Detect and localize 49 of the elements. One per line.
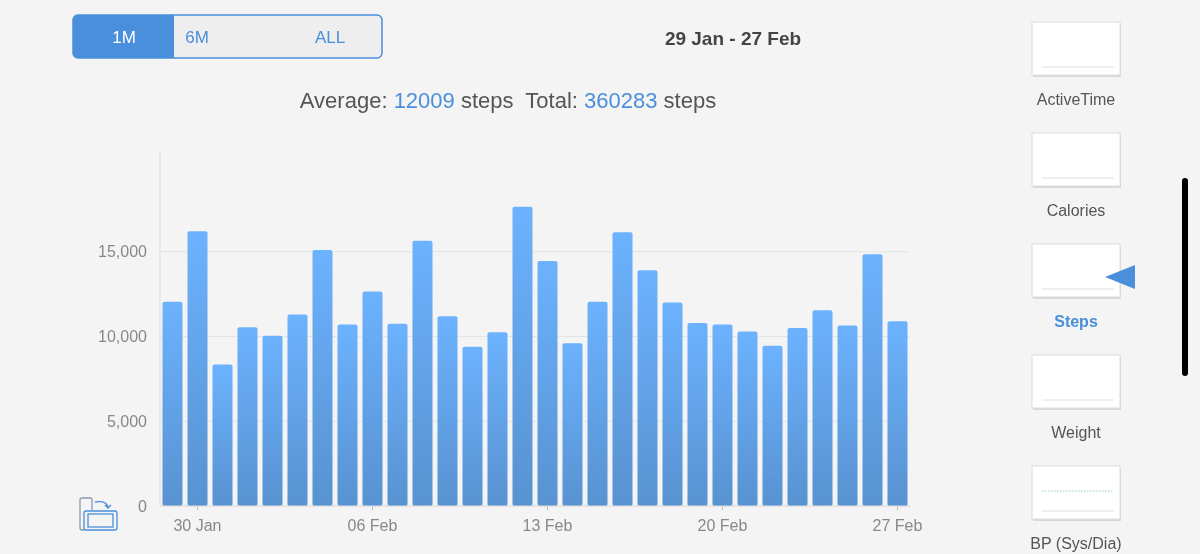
bar: [412, 240, 433, 506]
bar: [787, 328, 808, 506]
text: ActiveTime: [1036, 91, 1116, 108]
bar: [362, 291, 383, 506]
y-tick-label: 15,000: [98, 243, 148, 261]
bar: [337, 324, 358, 506]
bar: [612, 232, 633, 506]
bar: [712, 324, 733, 506]
x-tick-label: 27 Feb: [872, 517, 923, 534]
bar: [262, 335, 283, 506]
bar: [837, 325, 858, 506]
bar: [387, 323, 408, 506]
bar: [187, 231, 208, 506]
bar: [887, 321, 908, 506]
y-tick-label: 0: [138, 497, 148, 515]
bar: [637, 270, 658, 506]
chart-title: 29 Jan - 27 Feb: [664, 28, 802, 49]
x-tick-label: 30 Jan: [173, 517, 222, 534]
text: BP (Sys/Dia): [1030, 535, 1122, 552]
bar: [462, 346, 483, 506]
chart-subtitle: Average: 12009 steps Total: 360283 steps: [299, 88, 717, 113]
bar: [862, 254, 883, 506]
bar: [287, 314, 308, 506]
bar: [537, 261, 558, 506]
bar: [687, 322, 708, 506]
x-tick-label: 13 Feb: [522, 517, 573, 534]
bar: [512, 206, 533, 506]
text: 6M: [185, 28, 209, 47]
text: 1M: [112, 28, 136, 47]
bar: [812, 310, 833, 506]
text: Steps: [1054, 313, 1098, 330]
bar: [562, 343, 583, 506]
x-tick-label: 06 Feb: [347, 517, 398, 534]
bar: [737, 331, 758, 506]
bar: [212, 364, 233, 506]
text: Calories: [1046, 202, 1106, 219]
y-tick-label: 10,000: [98, 328, 148, 346]
y-tick-label: 5,000: [106, 412, 148, 430]
bar: [587, 301, 608, 506]
text: Weight: [1051, 424, 1102, 441]
bar: [312, 250, 333, 506]
bar: [487, 332, 508, 506]
bar: [237, 327, 258, 506]
bar: [162, 301, 183, 506]
bar: [762, 345, 783, 506]
bar: [662, 302, 683, 506]
x-tick-label: 20 Feb: [697, 517, 748, 534]
bar: [437, 316, 458, 506]
text: ALL: [314, 28, 346, 47]
